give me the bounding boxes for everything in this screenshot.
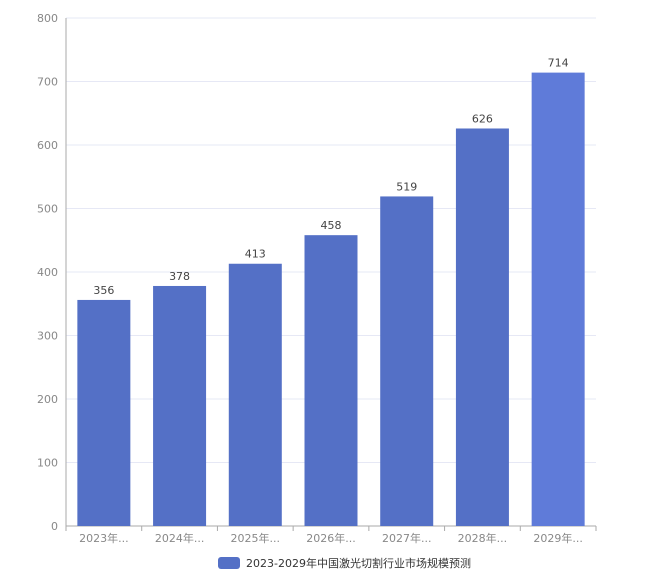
- data-label: 458: [321, 219, 342, 232]
- y-tick-label: 700: [37, 76, 58, 89]
- x-axis-ticks: 2023年... 2024年... 2025年... 2026年... 2027年...…: [65, 526, 597, 545]
- bar[interactable]: [228, 263, 282, 526]
- legend-label[interactable]: 2023-2029年中国激光切割行业市场规模预测: [246, 556, 471, 570]
- y-tick-label: 600: [37, 139, 58, 152]
- bars: [77, 72, 585, 527]
- bar[interactable]: [304, 235, 358, 527]
- x-tick-label: 2028年...: [458, 531, 507, 545]
- bar[interactable]: [455, 128, 509, 527]
- y-tick-label: 500: [37, 203, 58, 216]
- data-label: 519: [396, 180, 417, 193]
- legend-swatch[interactable]: [218, 557, 240, 569]
- y-tick-label: 400: [37, 266, 58, 279]
- bar[interactable]: [77, 299, 131, 526]
- x-tick-label: 2026年...: [306, 531, 355, 545]
- x-tick-label: 2025年...: [231, 531, 280, 545]
- data-label: 714: [548, 57, 569, 70]
- y-axis-ticks: 0 100 200 300 400 500 600 700 800: [37, 12, 58, 533]
- data-label: 378: [169, 270, 190, 283]
- x-tick-label: 2023年...: [79, 531, 128, 545]
- legend[interactable]: 2023-2029年中国激光切割行业市场规模预测: [218, 556, 471, 570]
- data-label: 356: [93, 284, 114, 297]
- x-tick-label: 2029年...: [533, 531, 582, 545]
- x-tick-label: 2027年...: [382, 531, 431, 545]
- bar[interactable]: [153, 285, 207, 526]
- y-tick-label: 300: [37, 330, 58, 343]
- data-label: 413: [245, 248, 266, 261]
- y-tick-label: 800: [37, 12, 58, 25]
- bar[interactable]: [531, 72, 585, 527]
- data-labels: 356 378 413 458 519 626 714: [93, 57, 568, 297]
- y-tick-label: 0: [51, 520, 58, 533]
- y-tick-label: 200: [37, 393, 58, 406]
- x-tick-label: 2024年...: [155, 531, 204, 545]
- data-label: 626: [472, 112, 493, 125]
- y-tick-label: 100: [37, 457, 58, 470]
- bar[interactable]: [380, 196, 434, 526]
